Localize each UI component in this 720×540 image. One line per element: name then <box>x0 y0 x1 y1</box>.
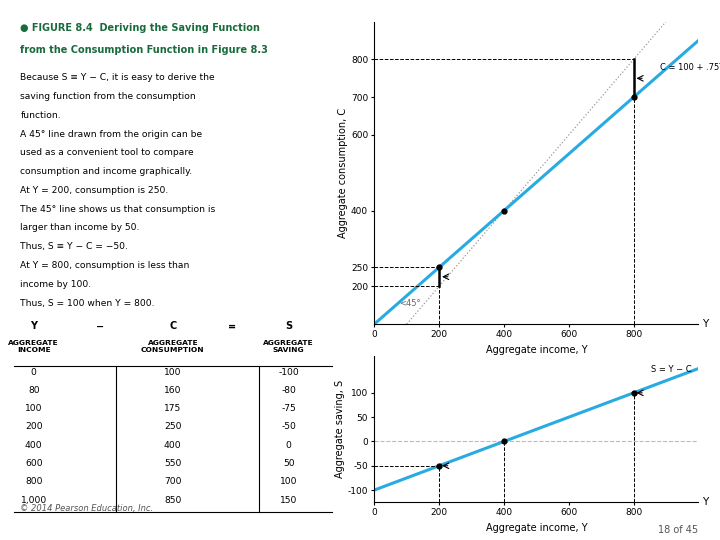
Text: 250: 250 <box>164 422 181 431</box>
Text: -50: -50 <box>282 422 296 431</box>
Text: -100: -100 <box>279 368 299 376</box>
Text: −: − <box>96 321 104 332</box>
Y-axis label: Aggregate saving, S: Aggregate saving, S <box>335 380 345 478</box>
Y-axis label: Aggregate consumption, C: Aggregate consumption, C <box>338 108 348 238</box>
Text: function.: function. <box>20 111 61 120</box>
Text: Thus, S = 100 when Y = 800.: Thus, S = 100 when Y = 800. <box>20 299 155 308</box>
Text: 100: 100 <box>25 404 42 413</box>
Text: saving function from the consumption: saving function from the consumption <box>20 92 196 101</box>
Text: 175: 175 <box>164 404 181 413</box>
Text: C = 100 + .75Y: C = 100 + .75Y <box>660 63 720 72</box>
Text: 50: 50 <box>283 459 294 468</box>
Text: 18 of 45: 18 of 45 <box>658 524 698 535</box>
Text: =: = <box>228 321 236 332</box>
Text: Thus, S ≡ Y − C = −50.: Thus, S ≡ Y − C = −50. <box>20 242 128 251</box>
Text: 0: 0 <box>31 368 37 376</box>
Text: consumption and income graphically.: consumption and income graphically. <box>20 167 192 176</box>
Text: used as a convenient tool to compare: used as a convenient tool to compare <box>20 148 194 157</box>
Text: <45°: <45° <box>399 299 420 308</box>
Text: 150: 150 <box>280 496 297 504</box>
Text: -80: -80 <box>282 386 296 395</box>
Text: 850: 850 <box>164 496 181 504</box>
Text: 550: 550 <box>164 459 181 468</box>
Text: Y: Y <box>701 319 708 329</box>
Text: 400: 400 <box>25 441 42 450</box>
Text: 160: 160 <box>164 386 181 395</box>
Text: 80: 80 <box>28 386 40 395</box>
Text: larger than income by 50.: larger than income by 50. <box>20 224 140 233</box>
Text: Because S ≡ Y − C, it is easy to derive the: Because S ≡ Y − C, it is easy to derive … <box>20 73 215 82</box>
Text: 200: 200 <box>25 422 42 431</box>
Text: S = Y − C: S = Y − C <box>652 365 692 374</box>
Text: ● FIGURE 8.4  Deriving the Saving Function: ● FIGURE 8.4 Deriving the Saving Functio… <box>20 23 261 33</box>
Text: At Y = 800, consumption is less than: At Y = 800, consumption is less than <box>20 261 190 270</box>
Text: 600: 600 <box>25 459 42 468</box>
Text: 100: 100 <box>280 477 297 487</box>
Text: from the Consumption Function in Figure 8.3: from the Consumption Function in Figure … <box>20 45 269 55</box>
Text: Y: Y <box>30 321 37 332</box>
Text: 100: 100 <box>164 368 181 376</box>
Text: Y: Y <box>701 497 708 507</box>
Text: © 2014 Pearson Education, Inc.: © 2014 Pearson Education, Inc. <box>20 504 153 514</box>
Text: income by 100.: income by 100. <box>20 280 91 289</box>
Text: AGGREGATE
CONSUMPTION: AGGREGATE CONSUMPTION <box>141 340 204 353</box>
Text: 400: 400 <box>164 441 181 450</box>
Text: -75: -75 <box>282 404 296 413</box>
X-axis label: Aggregate income, Y: Aggregate income, Y <box>485 345 588 355</box>
Text: C: C <box>169 321 176 332</box>
Text: 700: 700 <box>164 477 181 487</box>
Text: 0: 0 <box>286 441 292 450</box>
Text: AGGREGATE
INCOME: AGGREGATE INCOME <box>9 340 59 353</box>
X-axis label: Aggregate income, Y: Aggregate income, Y <box>485 523 588 533</box>
Text: 1,000: 1,000 <box>21 496 47 504</box>
Text: S: S <box>285 321 292 332</box>
Text: 800: 800 <box>25 477 42 487</box>
Text: AGGREGATE
SAVING: AGGREGATE SAVING <box>264 340 314 353</box>
Text: The 45° line shows us that consumption is: The 45° line shows us that consumption i… <box>20 205 216 214</box>
Text: At Y = 200, consumption is 250.: At Y = 200, consumption is 250. <box>20 186 168 195</box>
Text: A 45° line drawn from the origin can be: A 45° line drawn from the origin can be <box>20 130 202 139</box>
